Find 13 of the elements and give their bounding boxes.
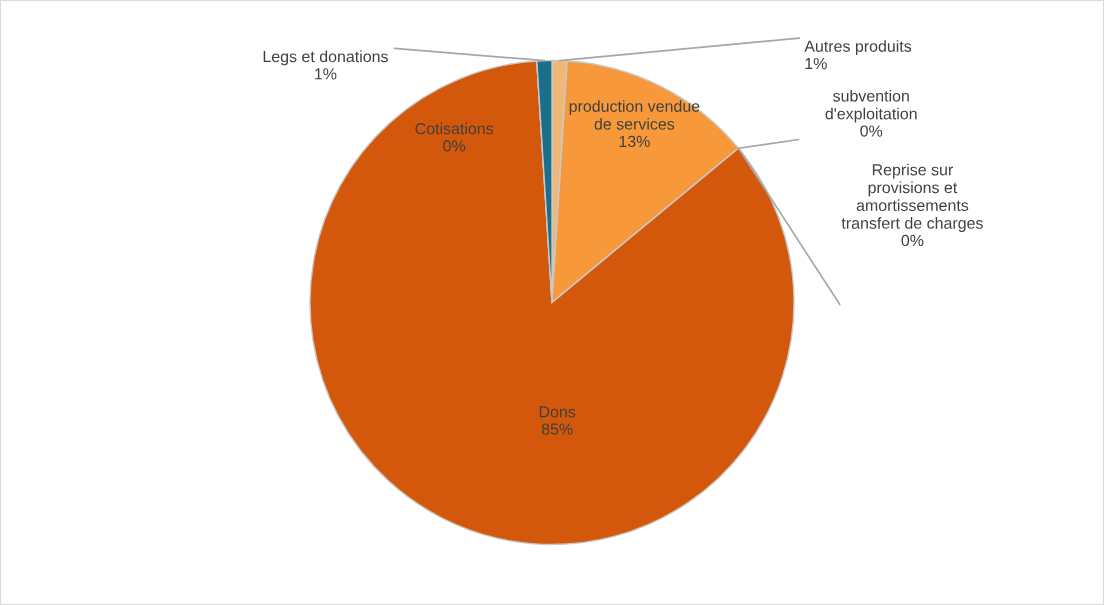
category-label: Reprise sur provisions et amortissements transfert de charges xyxy=(841,163,983,232)
slice-label: Legs et donations xyxy=(263,50,388,66)
text: 0% xyxy=(901,234,924,247)
data-label: 1% xyxy=(315,68,337,80)
data-label: 85% xyxy=(541,423,573,435)
text: 0% xyxy=(443,140,466,152)
text: 0% xyxy=(860,125,883,137)
category-label: subvention d'exploitation xyxy=(825,89,917,123)
category-label: Cotisations xyxy=(415,122,494,135)
slice-label: Dons xyxy=(539,406,576,418)
data-label: 1% xyxy=(805,57,827,70)
data-label: 13% xyxy=(619,135,650,148)
slice-label: Autres produits xyxy=(804,40,912,56)
